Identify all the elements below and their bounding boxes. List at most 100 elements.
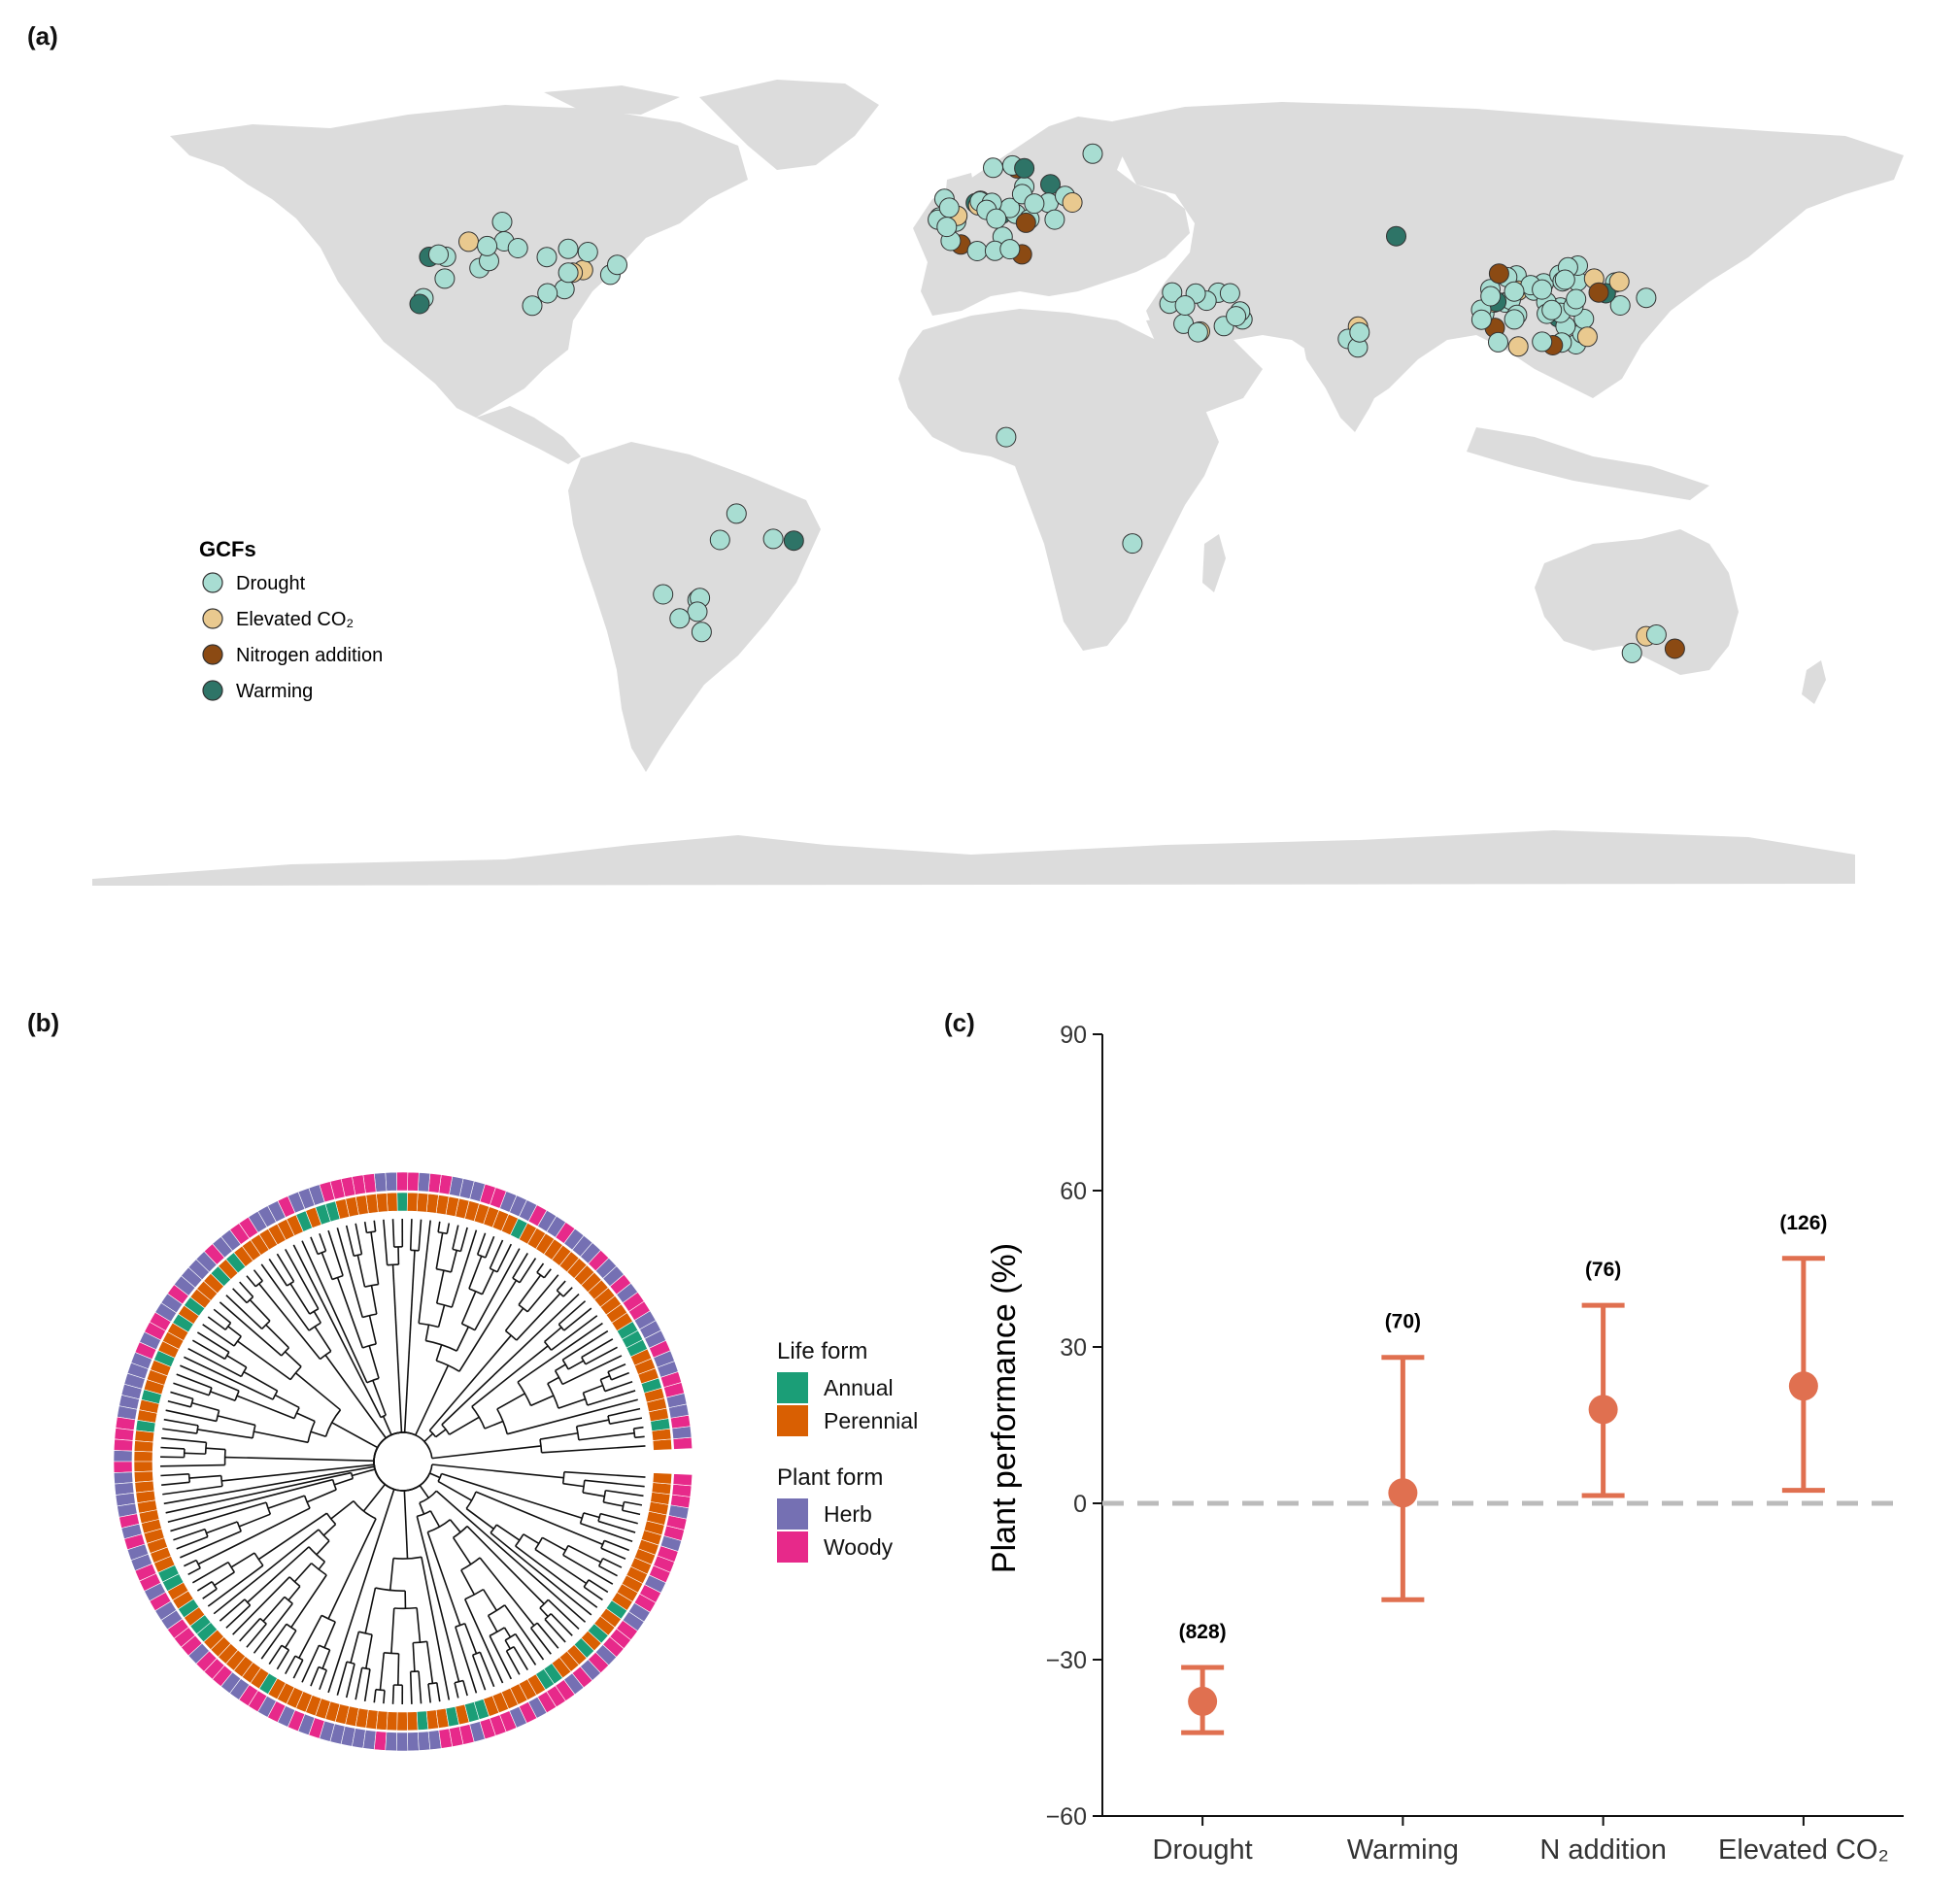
tree-arc xyxy=(320,1350,332,1361)
tree-branch xyxy=(583,1512,600,1519)
tree-branch xyxy=(260,1263,310,1331)
tree-branch xyxy=(285,1248,320,1310)
tree-branch xyxy=(449,1416,480,1435)
tree-branch xyxy=(321,1252,333,1280)
tree-branch xyxy=(634,1435,645,1439)
tree-branch xyxy=(318,1561,326,1570)
tree-arc xyxy=(227,1562,236,1573)
trait-ring-cell xyxy=(113,1450,133,1463)
study-site-point xyxy=(936,217,958,238)
tree-branch xyxy=(290,1574,327,1629)
tree-arc xyxy=(544,1613,552,1621)
tree-branch xyxy=(207,1564,264,1607)
tree-branch xyxy=(390,1607,395,1654)
tree-branch xyxy=(539,1607,549,1618)
study-site-point xyxy=(507,238,528,258)
tree-branch xyxy=(293,1563,313,1583)
tree-branch xyxy=(424,1325,430,1341)
tree-branch xyxy=(162,1485,223,1496)
effect-size-chart: Plant performance (%) −60 −30 0 30 60 90 Droug… xyxy=(986,1022,1904,1866)
tree-branch xyxy=(409,1671,413,1704)
legend-woody: Woody xyxy=(777,1531,918,1564)
tree-arc xyxy=(472,1651,481,1656)
tree-branch xyxy=(419,1485,430,1498)
tree-branch xyxy=(167,1478,333,1524)
trait-ring-cell xyxy=(134,1430,155,1443)
y-tick-label: −30 xyxy=(1046,1647,1087,1674)
study-site-point xyxy=(1386,225,1406,247)
tree-branch xyxy=(239,1618,261,1642)
tree-branch xyxy=(466,1526,545,1605)
study-site-point xyxy=(1554,269,1575,290)
tree-branch xyxy=(219,1598,246,1622)
tree-branch xyxy=(437,1304,446,1328)
trait-ring-cell xyxy=(671,1484,693,1497)
study-site-point xyxy=(537,283,558,304)
tree-branch xyxy=(227,1326,242,1337)
tree-branch xyxy=(330,1499,355,1520)
tree-branch xyxy=(301,1240,368,1384)
tree-branch xyxy=(551,1315,598,1351)
study-site-point xyxy=(1532,331,1553,353)
mean-point xyxy=(1388,1478,1418,1508)
study-site-point xyxy=(1588,282,1609,303)
trait-ring-cell xyxy=(651,1482,672,1496)
tree-branch xyxy=(421,1557,451,1700)
tree-branch xyxy=(197,1507,311,1565)
tree-arc xyxy=(453,1526,468,1538)
study-site-point xyxy=(938,197,960,219)
mean-point xyxy=(1588,1395,1618,1425)
study-site-point xyxy=(1024,193,1045,215)
tree-branch xyxy=(314,1326,332,1352)
map-legend-marker xyxy=(202,644,223,665)
tree-branch xyxy=(267,1495,305,1509)
tree-branch xyxy=(426,1531,461,1626)
tree-arc xyxy=(354,1253,362,1258)
tree-branch xyxy=(373,1220,377,1232)
study-site-point xyxy=(996,426,1017,448)
world-map xyxy=(92,80,1904,886)
tree-arc xyxy=(244,1598,252,1606)
tree-branch xyxy=(249,1298,271,1322)
study-site-point xyxy=(1664,638,1685,659)
study-site-point xyxy=(783,530,804,552)
tree-arc xyxy=(496,1408,509,1434)
tree-arc xyxy=(265,1501,272,1515)
tree-arc xyxy=(436,1360,460,1372)
tree-arc xyxy=(392,1556,422,1560)
tree-legend: Life form Annual Perennial Plant form He… xyxy=(777,1338,918,1564)
tree-branch xyxy=(333,1477,354,1486)
tree-branch xyxy=(563,1307,592,1331)
tree-arc xyxy=(204,1442,208,1455)
tree-branch xyxy=(191,1561,229,1584)
study-site-point xyxy=(653,584,674,605)
tree-arc xyxy=(311,1563,327,1576)
study-site-point xyxy=(687,601,708,622)
tree-branch xyxy=(517,1322,603,1383)
tree-branch xyxy=(210,1391,236,1401)
tree-branch xyxy=(292,1244,382,1418)
study-site-point xyxy=(1082,143,1103,164)
tree-branch xyxy=(541,1445,646,1454)
tree-arc xyxy=(246,1295,254,1304)
tree-arc xyxy=(353,1500,377,1520)
study-site-point xyxy=(1507,336,1529,357)
tree-branch xyxy=(207,1316,226,1330)
tree-branch xyxy=(352,1468,376,1477)
tree-arc xyxy=(303,1495,311,1509)
tree-arc xyxy=(294,1655,304,1662)
tree-branch xyxy=(268,1644,283,1665)
tree-arc xyxy=(220,1475,223,1487)
tree-branch xyxy=(321,1649,331,1669)
x-tick-label: Drought xyxy=(1153,1834,1253,1866)
tree-arc xyxy=(632,1428,636,1438)
tree-arc xyxy=(419,1490,437,1504)
tree-branch xyxy=(362,1483,386,1512)
trait-ring-cell xyxy=(416,1193,429,1213)
study-site-point xyxy=(607,254,627,276)
tree-arc xyxy=(281,1644,289,1651)
tree-branch xyxy=(373,1689,377,1703)
tree-branch xyxy=(519,1258,537,1284)
tree-branch xyxy=(465,1507,494,1530)
